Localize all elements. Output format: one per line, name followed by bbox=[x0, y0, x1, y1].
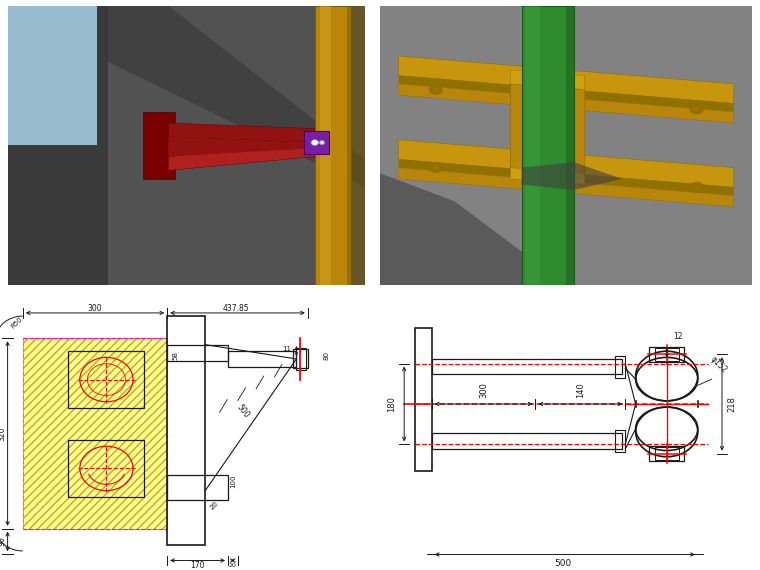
Text: 180: 180 bbox=[388, 396, 397, 412]
Bar bbox=[432, 433, 622, 449]
Bar bbox=[293, 349, 308, 368]
Text: 20: 20 bbox=[229, 563, 236, 568]
Polygon shape bbox=[398, 76, 733, 112]
Text: φ152: φ152 bbox=[708, 355, 728, 375]
Polygon shape bbox=[169, 142, 315, 170]
Circle shape bbox=[690, 182, 703, 192]
Polygon shape bbox=[380, 6, 752, 285]
Polygon shape bbox=[169, 137, 315, 157]
Text: 140: 140 bbox=[576, 382, 585, 398]
Text: R50: R50 bbox=[9, 316, 24, 330]
Bar bbox=[23, 339, 167, 529]
Bar bbox=[414, 328, 432, 471]
Text: 218: 218 bbox=[728, 396, 737, 412]
Circle shape bbox=[562, 123, 571, 129]
Bar bbox=[432, 359, 622, 374]
Polygon shape bbox=[398, 84, 733, 123]
Polygon shape bbox=[398, 140, 733, 187]
Text: 58: 58 bbox=[173, 351, 179, 360]
Polygon shape bbox=[566, 6, 574, 285]
Polygon shape bbox=[398, 159, 733, 196]
Bar bbox=[654, 348, 679, 361]
Bar bbox=[650, 347, 684, 362]
Polygon shape bbox=[8, 6, 365, 285]
Circle shape bbox=[524, 123, 534, 129]
Text: 170: 170 bbox=[190, 561, 205, 570]
Polygon shape bbox=[511, 70, 585, 89]
Text: 320: 320 bbox=[0, 426, 6, 441]
Polygon shape bbox=[398, 168, 733, 207]
Circle shape bbox=[312, 140, 318, 145]
Circle shape bbox=[693, 185, 700, 190]
Text: 20: 20 bbox=[210, 500, 220, 511]
Bar bbox=[615, 356, 625, 377]
Text: 300: 300 bbox=[87, 304, 103, 313]
Circle shape bbox=[690, 104, 703, 114]
Bar bbox=[167, 475, 228, 500]
Circle shape bbox=[429, 84, 442, 95]
Polygon shape bbox=[320, 6, 331, 285]
Circle shape bbox=[562, 133, 571, 140]
Polygon shape bbox=[380, 173, 566, 285]
Polygon shape bbox=[525, 6, 540, 285]
Circle shape bbox=[319, 141, 325, 145]
Polygon shape bbox=[8, 6, 97, 145]
Text: 12: 12 bbox=[673, 332, 683, 341]
Bar bbox=[23, 339, 167, 529]
Bar bbox=[615, 430, 625, 452]
Bar bbox=[167, 316, 205, 544]
Bar bbox=[296, 348, 306, 370]
Circle shape bbox=[432, 165, 439, 170]
Circle shape bbox=[693, 107, 700, 112]
Circle shape bbox=[524, 133, 534, 140]
Polygon shape bbox=[521, 162, 622, 190]
Text: 11: 11 bbox=[283, 346, 291, 352]
Polygon shape bbox=[8, 6, 108, 285]
Text: 500: 500 bbox=[555, 559, 572, 568]
Polygon shape bbox=[315, 6, 350, 285]
Bar bbox=[228, 351, 296, 367]
Polygon shape bbox=[511, 168, 585, 185]
Polygon shape bbox=[521, 6, 574, 285]
Polygon shape bbox=[398, 56, 733, 104]
Polygon shape bbox=[511, 84, 585, 179]
Text: 80: 80 bbox=[324, 351, 330, 360]
Polygon shape bbox=[169, 123, 315, 142]
Bar bbox=[650, 446, 684, 461]
Bar bbox=[68, 440, 144, 497]
Bar bbox=[654, 447, 679, 460]
Text: 90: 90 bbox=[0, 536, 6, 546]
Circle shape bbox=[429, 162, 442, 173]
Text: 100: 100 bbox=[230, 475, 236, 488]
Text: 500: 500 bbox=[235, 402, 252, 420]
Text: 437.85: 437.85 bbox=[222, 304, 249, 313]
Circle shape bbox=[432, 87, 439, 92]
Polygon shape bbox=[144, 112, 176, 179]
Polygon shape bbox=[108, 6, 365, 187]
Polygon shape bbox=[304, 131, 329, 154]
Text: 300: 300 bbox=[479, 382, 488, 398]
Polygon shape bbox=[347, 6, 365, 285]
Bar bbox=[167, 345, 228, 360]
Bar bbox=[68, 351, 144, 408]
